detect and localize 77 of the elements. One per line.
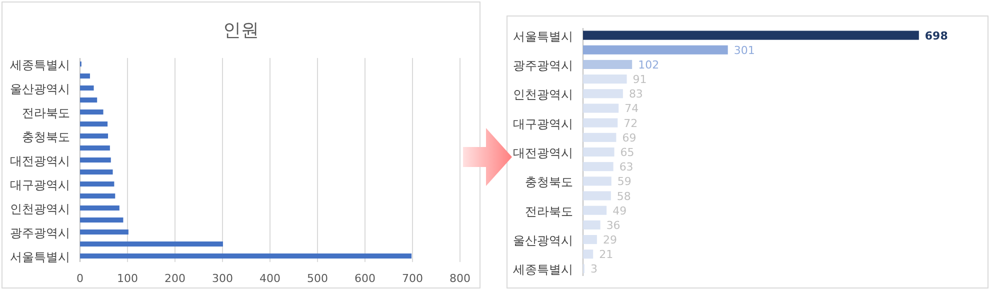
data-label: 29 <box>602 234 617 247</box>
bar <box>80 97 98 103</box>
data-label: 301 <box>734 44 755 57</box>
bar <box>80 205 120 211</box>
y-tick-label: 울산광역시 <box>10 82 70 96</box>
bar <box>583 235 597 244</box>
x-tick-label: 600 <box>354 272 376 285</box>
bar <box>583 162 614 172</box>
data-label: 36 <box>606 218 620 232</box>
data-label: 63 <box>619 160 634 174</box>
y-tick-label: 충청북도 <box>22 130 70 144</box>
data-label: 49 <box>612 204 627 218</box>
data-label: 74 <box>624 102 639 116</box>
x-tick-label: 0 <box>76 272 84 285</box>
bar <box>80 85 94 91</box>
data-label: 59 <box>617 175 632 188</box>
bar <box>80 169 113 175</box>
bar <box>583 206 607 215</box>
bar <box>583 118 618 128</box>
bar <box>583 45 728 54</box>
data-label: 102 <box>638 58 660 72</box>
bar <box>80 193 116 199</box>
y-tick-label: 울산광역시 <box>513 234 573 248</box>
bar <box>80 121 108 127</box>
bar <box>80 73 90 79</box>
bar <box>80 109 104 115</box>
y-tick-label: 광주광역시 <box>10 226 70 240</box>
x-tick-label: 100 <box>117 272 138 285</box>
bar <box>80 241 223 247</box>
y-tick-label: 충청북도 <box>525 175 573 190</box>
y-tick-label: 대구광역시 <box>513 116 573 131</box>
y-tick-label: 광주광역시 <box>513 58 573 72</box>
bar <box>583 89 623 98</box>
bar <box>583 176 612 186</box>
data-label: 65 <box>620 146 634 159</box>
x-tick-label: 200 <box>164 272 186 285</box>
bar <box>583 250 594 259</box>
y-tick-label: 전라북도 <box>525 204 573 218</box>
bar <box>583 74 627 84</box>
data-label: 21 <box>599 248 614 262</box>
data-label: 69 <box>622 131 636 144</box>
bar <box>80 145 110 151</box>
x-tick-label: 500 <box>307 272 328 285</box>
y-tick-label: 서울특별시 <box>513 29 573 44</box>
data-label: 3 <box>590 262 598 276</box>
bar <box>80 133 108 139</box>
y-tick-label: 대전광역시 <box>513 146 573 160</box>
data-label: 698 <box>924 29 948 42</box>
y-tick-label: 서울특별시 <box>10 250 70 264</box>
bar <box>583 147 614 157</box>
bar <box>80 217 124 223</box>
bar <box>583 191 611 200</box>
bar <box>583 220 600 230</box>
bar <box>583 30 919 40</box>
y-tick-label: 전라북도 <box>22 106 70 120</box>
x-tick-label: 700 <box>402 272 423 285</box>
data-label: 91 <box>632 73 647 86</box>
data-label: 58 <box>616 190 631 203</box>
y-tick-label: 인천광역시 <box>10 202 70 216</box>
y-tick-label: 인천광역시 <box>513 88 573 102</box>
y-tick-label: 세종특별시 <box>10 58 70 72</box>
data-label: 83 <box>628 88 643 101</box>
y-tick-label: 대전광역시 <box>10 154 70 168</box>
data-label: 72 <box>624 116 638 130</box>
bar <box>80 181 114 187</box>
bar <box>583 132 616 142</box>
bar <box>583 104 619 113</box>
bar <box>583 60 632 69</box>
y-tick-label: 대구광역시 <box>10 178 70 192</box>
chart-title: 인원 <box>223 20 259 41</box>
bar <box>80 253 412 259</box>
x-tick-label: 300 <box>212 272 233 285</box>
x-tick-label: 800 <box>450 272 470 285</box>
bar <box>80 229 128 235</box>
y-tick-label: 세종특별시 <box>513 262 573 277</box>
bar <box>80 157 111 163</box>
x-tick-label: 400 <box>260 272 280 285</box>
